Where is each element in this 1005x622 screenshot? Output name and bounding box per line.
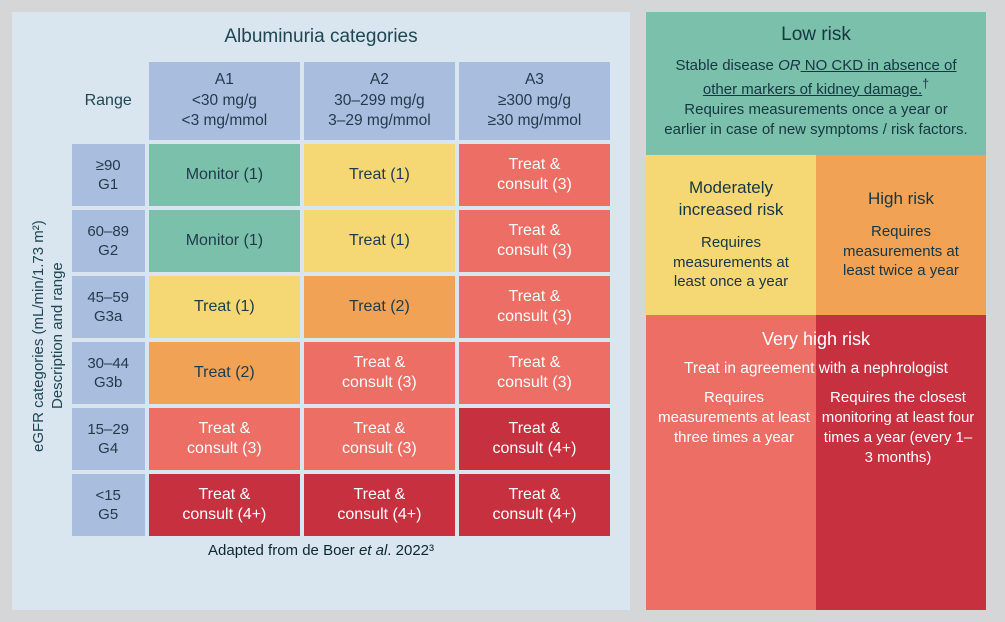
- row-header: ≥90G1: [72, 144, 145, 206]
- table-row: 30–44G3bTreat (2)Treat &consult (3)Treat…: [72, 342, 611, 404]
- heatmap-cell: Treat &consult (4+): [149, 474, 300, 536]
- header-row: Range A1 <30 mg/g <3 mg/mmol A2 30–299 m…: [72, 62, 611, 140]
- col-header-a1: A1 <30 mg/g <3 mg/mmol: [149, 62, 300, 140]
- caption: Adapted from de Boer et al. 2022³: [28, 542, 614, 559]
- heatmap-cell: Treat (1): [304, 144, 455, 206]
- heatmap-cell: Treat &consult (4+): [459, 408, 610, 470]
- heatmap-cell: Treat &consult (3): [459, 144, 610, 206]
- heatmap-cell: Treat &consult (3): [459, 276, 610, 338]
- heatmap-cell: Treat (2): [304, 276, 455, 338]
- legend-high: High risk Requires measurements at least…: [816, 155, 986, 315]
- grid-area: eGFR categories (mL/min/1.73 m²) Descrip…: [28, 58, 614, 540]
- row-header: <15G5: [72, 474, 145, 536]
- row-header: 30–44G3b: [72, 342, 145, 404]
- heatmap-cell: Treat &consult (3): [459, 342, 610, 404]
- legend-panel: Low risk Stable disease OR NO CKD in abs…: [646, 12, 986, 610]
- legend-veryhigh: Very high risk Treat in agreement with a…: [646, 315, 986, 610]
- heatmap-cell: Treat &consult (4+): [459, 474, 610, 536]
- legend-moderate: Moderately increased risk Requires measu…: [646, 155, 816, 315]
- heatmap-cell: Monitor (1): [149, 144, 300, 206]
- table-row: <15G5Treat &consult (4+)Treat &consult (…: [72, 474, 611, 536]
- legend-mid-row: Moderately increased risk Requires measu…: [646, 155, 986, 315]
- table-row: 60–89G2Monitor (1)Treat (1)Treat &consul…: [72, 210, 611, 272]
- row-header: 45–59G3a: [72, 276, 145, 338]
- layout-wrap: Albuminuria categories eGFR categories (…: [12, 12, 993, 610]
- range-header: Range: [72, 62, 145, 140]
- heatmap-panel: Albuminuria categories eGFR categories (…: [12, 12, 630, 610]
- row-header: 15–29G4: [72, 408, 145, 470]
- table-row: ≥90G1Monitor (1)Treat (1)Treat &consult …: [72, 144, 611, 206]
- heatmap-cell: Treat (1): [149, 276, 300, 338]
- heatmap-cell: Monitor (1): [149, 210, 300, 272]
- col-header-a2: A2 30–299 mg/g 3–29 mg/mmol: [304, 62, 455, 140]
- table-row: 45–59G3aTreat (1)Treat (2)Treat &consult…: [72, 276, 611, 338]
- heatmap-cell: Treat &consult (3): [149, 408, 300, 470]
- heatmap-cell: Treat &consult (3): [459, 210, 610, 272]
- heatmap-cell: Treat (2): [149, 342, 300, 404]
- legend-low: Low risk Stable disease OR NO CKD in abs…: [646, 12, 986, 155]
- legend-low-title: Low risk: [662, 22, 970, 48]
- table-row: 15–29G4Treat &consult (3)Treat &consult …: [72, 408, 611, 470]
- heatmap-cell: Treat &consult (3): [304, 408, 455, 470]
- legend-veryhigh-col2: Requires the closest monitoring at least…: [820, 388, 976, 469]
- heatmap-cell: Treat (1): [304, 210, 455, 272]
- columns-title: Albuminuria categories: [28, 26, 614, 48]
- legend-veryhigh-col1: Requires measurements at least three tim…: [656, 388, 812, 469]
- heatmap-cell: Treat &consult (3): [304, 342, 455, 404]
- heatmap-table: Range A1 <30 mg/g <3 mg/mmol A2 30–299 m…: [68, 58, 615, 540]
- row-header: 60–89G2: [72, 210, 145, 272]
- col-header-a3: A3 ≥300 mg/g ≥30 mg/mmol: [459, 62, 610, 140]
- rows-axis-title: eGFR categories (mL/min/1.73 m²) Descrip…: [28, 136, 68, 536]
- heatmap-cell: Treat &consult (4+): [304, 474, 455, 536]
